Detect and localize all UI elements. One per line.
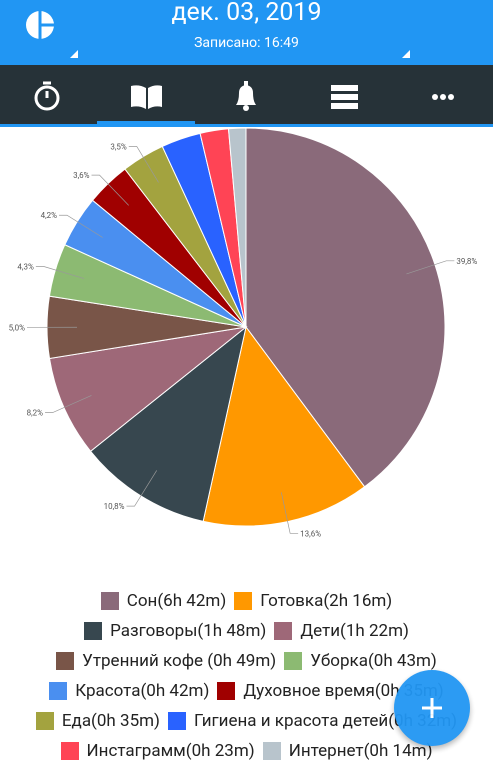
legend-swatch: [167, 712, 186, 730]
legend-item: Еда(0h 35m): [35, 711, 160, 731]
legend-item: Интернет(0h 14m): [262, 741, 433, 761]
legend: Сон(6h 42m) Готовка(2h 16m) Разговоры(1h 4…: [0, 586, 493, 766]
legend-label: Еда(0h 35m): [61, 711, 160, 731]
legend-label: Разговоры(1h 48m): [110, 621, 267, 641]
value-label: 13,6%: [300, 529, 321, 538]
top-bar-icons: [26, 11, 410, 58]
legend-swatch: [35, 712, 54, 730]
leader-line: [406, 260, 455, 275]
legend-label: Гигиена и красота детей(0h 32m): [193, 711, 458, 731]
app-logo-mark: [38, 11, 54, 39]
legend-row: Разговоры(1h 48m) Дети(1h 22m): [0, 616, 493, 646]
legend-swatch: [49, 682, 68, 700]
legend-swatch: [234, 592, 253, 610]
legend-label: Красота(0h 42m): [75, 681, 210, 701]
legend-item: Готовка(2h 16m): [234, 591, 392, 611]
legend-item: Утренний кофе (0h 49m): [56, 651, 276, 671]
legend-swatch: [100, 592, 119, 610]
legend-swatch: [284, 652, 303, 670]
legend-label: Дети(1h 22m): [300, 621, 409, 641]
top-bar: дек. 03, 2019 Записано: 16:49: [0, 0, 493, 65]
legend-label: Уборка(0h 43m): [310, 651, 437, 671]
legend-swatch: [262, 742, 281, 760]
pie-slice: [227, 127, 247, 328]
timer-tab[interactable]: [34, 81, 60, 111]
legend-row: Красота(0h 42m) Духовное время(0h 35m): [0, 676, 493, 706]
add-button[interactable]: [394, 670, 470, 746]
dropdown-corner[interactable]: [402, 50, 410, 58]
journal-tab[interactable]: [131, 85, 162, 109]
legend-label: Готовка(2h 16m): [260, 591, 393, 611]
more-tab[interactable]: [432, 94, 454, 100]
dropdown-corner[interactable]: [70, 50, 78, 58]
legend-swatch: [84, 622, 103, 640]
value-label: 4,3%: [17, 262, 34, 271]
tab-icons: [34, 81, 454, 124]
alerts-tab[interactable]: [236, 81, 256, 111]
leader-line: [35, 266, 85, 279]
legend-swatch: [60, 742, 79, 760]
tab-bar: [0, 65, 493, 127]
legend-swatch: [217, 682, 236, 700]
legend-item: Разговоры(1h 48m): [84, 621, 266, 641]
add-icon: [422, 698, 442, 718]
recorded-time: Записано: 16:49: [194, 35, 299, 51]
legend-item: Уборка(0h 43m): [284, 651, 437, 671]
value-label: 8,2%: [27, 408, 44, 417]
value-label: 3,6%: [73, 171, 90, 180]
legend-item: Инстаграмм(0h 23m): [60, 741, 255, 761]
value-label: 10,8%: [104, 502, 125, 511]
legend-row: Сон(6h 42m) Готовка(2h 16m): [0, 586, 493, 616]
legend-item: Гигиена и красота детей(0h 32m): [167, 711, 458, 731]
legend-row: Инстаграмм(0h 23m) Интернет(0h 14m): [0, 736, 493, 766]
legend-label: Инстаграмм(0h 23m): [86, 741, 255, 761]
leader-line: [91, 174, 129, 206]
leader-line: [128, 146, 159, 183]
legend-item: Сон(6h 42m): [100, 591, 227, 611]
legend-row: Утренний кофе (0h 49m) Уборка(0h 43m): [0, 646, 493, 676]
list-tab[interactable]: [331, 85, 358, 109]
legend-label: Интернет(0h 14m): [288, 741, 433, 761]
value-label: 4,2%: [41, 211, 58, 220]
leader-line: [59, 214, 103, 238]
date-title[interactable]: дек. 03, 2019: [171, 0, 322, 27]
legend-label: Сон(6h 42m): [126, 591, 227, 611]
legend-swatch: [56, 652, 75, 670]
leader-line: [45, 395, 92, 413]
legend-item: Красота(0h 42m): [49, 681, 209, 701]
legend-swatch: [274, 622, 293, 640]
pie-chart: 39,8% 13,6% 10,8% 8,2% 5,0% 4,3% 4,2% 3,6% 3,5%: [9, 127, 477, 538]
value-label: 3,5%: [110, 142, 127, 151]
legend-row: Еда(0h 35m) Гигиена и красота детей(0h 32…: [0, 706, 493, 736]
legend-item: Дети(1h 22m): [274, 621, 409, 641]
legend-label: Духовное время(0h 35m): [243, 681, 444, 701]
value-label: 39,8%: [456, 257, 477, 266]
leader-line: [281, 492, 299, 534]
value-label: 5,0%: [9, 323, 26, 332]
legend-label: Утренний кофе (0h 49m): [82, 651, 277, 671]
leader-line: [126, 470, 158, 507]
legend-item: Духовное время(0h 35m): [217, 681, 444, 701]
active-tab-indicator: [97, 121, 195, 124]
